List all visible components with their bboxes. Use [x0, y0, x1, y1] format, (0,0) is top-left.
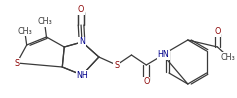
Text: NH: NH [76, 70, 88, 79]
Text: O: O [214, 28, 221, 36]
Text: CH₃: CH₃ [221, 53, 236, 62]
Text: S: S [114, 60, 119, 69]
Text: O: O [78, 5, 84, 15]
Text: N: N [79, 38, 85, 46]
Text: CH₃: CH₃ [37, 18, 52, 26]
Text: CH₃: CH₃ [17, 26, 32, 35]
Text: S: S [14, 59, 19, 68]
Text: O: O [143, 78, 150, 87]
Text: HN: HN [157, 50, 169, 59]
